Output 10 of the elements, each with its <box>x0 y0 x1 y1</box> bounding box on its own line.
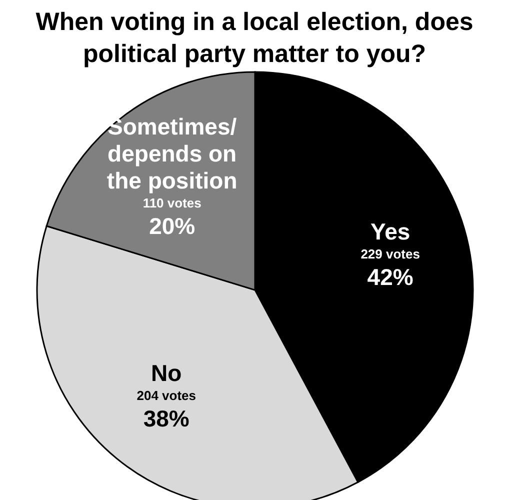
data-label: 110 votes <box>142 195 202 210</box>
text: 38% <box>143 406 190 432</box>
data-label: 229 votes <box>360 246 420 262</box>
data-label: 204 votes <box>136 388 196 404</box>
slice-label: Yes <box>370 218 410 245</box>
slice-label: Sometimes/ depends on the position <box>106 113 238 194</box>
text: 42% <box>367 264 414 290</box>
slice-label: No <box>151 360 182 386</box>
chart-title: When voting in a local election, does political party matter to you? <box>36 8 474 68</box>
text: 20% <box>149 212 196 239</box>
